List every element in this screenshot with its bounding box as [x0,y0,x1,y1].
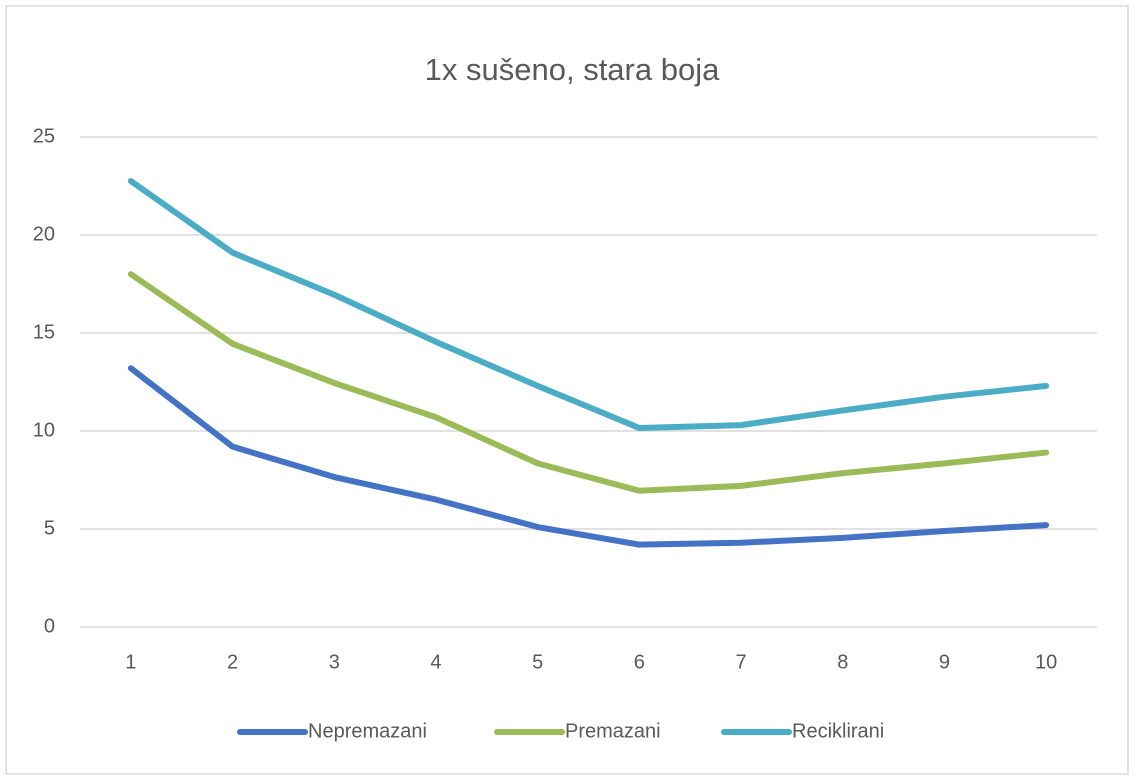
series-line [127,365,1050,548]
x-tick-label: 4 [430,651,441,673]
series-line [127,271,1050,494]
chart-border [5,5,1129,775]
x-tick-label: 9 [939,651,950,673]
series-line [127,178,1050,432]
chart-title: 1x sušeno, stara boja [425,52,720,87]
legend-label: Premazani [565,720,661,742]
y-tick-label: 20 [33,223,55,245]
x-tick-label: 5 [532,651,543,673]
x-tick-label: 10 [1035,651,1057,673]
y-tick-label: 0 [44,615,55,637]
y-tick-label: 15 [33,321,55,343]
y-tick-label: 25 [33,125,55,147]
x-tick-label: 6 [634,651,645,673]
y-tick-label: 5 [44,517,55,539]
x-tick-label: 3 [329,651,340,673]
x-tick-label: 8 [837,651,848,673]
legend-label: Nepremazani [308,720,427,742]
x-tick-label: 2 [227,651,238,673]
x-tick-label: 1 [125,651,136,673]
x-tick-label: 7 [735,651,746,673]
legend-label: Reciklirani [792,720,884,742]
y-tick-label: 10 [33,419,55,441]
